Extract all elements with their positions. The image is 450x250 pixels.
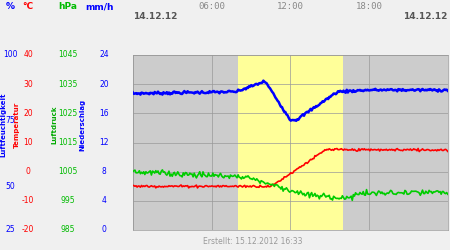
Text: Luftdruck: Luftdruck bbox=[51, 106, 57, 144]
Text: 12:00: 12:00 bbox=[277, 2, 304, 11]
Text: 24: 24 bbox=[99, 50, 109, 59]
Text: 75: 75 bbox=[5, 116, 15, 125]
Text: 1025: 1025 bbox=[58, 109, 77, 118]
Text: Niederschlag: Niederschlag bbox=[79, 99, 85, 151]
Text: 18:00: 18:00 bbox=[356, 2, 382, 11]
Text: 0: 0 bbox=[26, 167, 31, 176]
Text: 12: 12 bbox=[99, 138, 109, 147]
Text: 100: 100 bbox=[3, 50, 17, 59]
Text: °C: °C bbox=[22, 2, 34, 11]
Text: -20: -20 bbox=[22, 226, 34, 234]
Text: 40: 40 bbox=[23, 50, 33, 59]
Text: 1035: 1035 bbox=[58, 80, 78, 89]
Text: 16: 16 bbox=[99, 109, 109, 118]
Text: 50: 50 bbox=[5, 182, 15, 191]
Text: Luftfeuchtigkeit: Luftfeuchtigkeit bbox=[0, 93, 6, 157]
Text: 1045: 1045 bbox=[58, 50, 78, 59]
Text: 20: 20 bbox=[23, 109, 33, 118]
Text: %: % bbox=[5, 2, 14, 11]
Bar bbox=[238, 55, 343, 230]
Text: Temperatur: Temperatur bbox=[14, 102, 20, 148]
Text: 06:00: 06:00 bbox=[198, 2, 225, 11]
Text: 985: 985 bbox=[61, 226, 75, 234]
Text: 0: 0 bbox=[102, 226, 107, 234]
Text: 30: 30 bbox=[23, 80, 33, 89]
Text: 8: 8 bbox=[102, 167, 106, 176]
Text: 14.12.12: 14.12.12 bbox=[403, 12, 448, 21]
Text: -10: -10 bbox=[22, 196, 34, 205]
Text: 1005: 1005 bbox=[58, 167, 78, 176]
Text: 995: 995 bbox=[61, 196, 75, 205]
Text: 25: 25 bbox=[5, 226, 15, 234]
Text: 14.12.12: 14.12.12 bbox=[133, 12, 177, 21]
Text: mm/h: mm/h bbox=[86, 2, 114, 11]
Text: 20: 20 bbox=[99, 80, 109, 89]
Text: 1015: 1015 bbox=[58, 138, 77, 147]
Text: 10: 10 bbox=[23, 138, 33, 147]
Text: Erstellt: 15.12.2012 16:33: Erstellt: 15.12.2012 16:33 bbox=[202, 237, 302, 246]
Text: 4: 4 bbox=[102, 196, 107, 205]
Text: hPa: hPa bbox=[58, 2, 77, 11]
